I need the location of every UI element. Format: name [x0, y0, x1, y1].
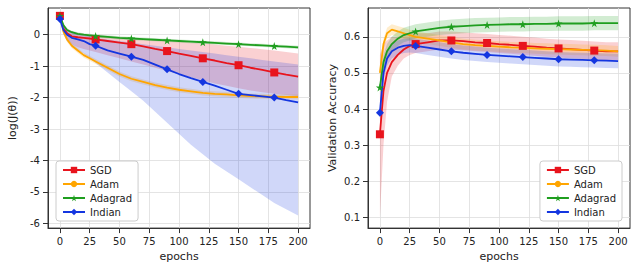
- svg-text:-4: -4: [30, 155, 40, 166]
- svg-text:-6: -6: [30, 218, 40, 229]
- svg-text:175: 175: [579, 236, 598, 247]
- svg-text:-1: -1: [30, 61, 40, 72]
- svg-text:150: 150: [549, 236, 568, 247]
- svg-text:Adam: Adam: [574, 179, 603, 190]
- svg-text:0.5: 0.5: [344, 67, 360, 78]
- svg-text:0.6: 0.6: [344, 31, 360, 42]
- svg-text:Adagrad: Adagrad: [90, 193, 132, 204]
- svg-text:Adam: Adam: [90, 179, 119, 190]
- svg-text:-5: -5: [30, 186, 40, 197]
- svg-text:Adagrad: Adagrad: [574, 193, 616, 204]
- svg-text:0.3: 0.3: [344, 140, 360, 151]
- svg-text:Indian: Indian: [90, 207, 121, 218]
- svg-text:Validation Accuracy: Validation Accuracy: [326, 64, 339, 173]
- svg-text:25: 25: [403, 236, 416, 247]
- svg-text:200: 200: [289, 236, 308, 247]
- svg-text:SGD: SGD: [90, 165, 112, 176]
- svg-text:150: 150: [229, 236, 248, 247]
- svg-text:125: 125: [199, 236, 218, 247]
- svg-text:Indian: Indian: [574, 207, 605, 218]
- svg-text:0: 0: [377, 236, 383, 247]
- svg-text:0.4: 0.4: [344, 104, 360, 115]
- svg-text:25: 25: [83, 236, 96, 247]
- svg-text:-2: -2: [30, 92, 40, 103]
- svg-text:-3: -3: [30, 124, 40, 135]
- svg-text:epochs: epochs: [159, 250, 198, 263]
- svg-text:SGD: SGD: [574, 165, 596, 176]
- svg-text:0.1: 0.1: [344, 212, 360, 223]
- svg-text:0: 0: [57, 236, 63, 247]
- svg-text:epochs: epochs: [479, 250, 518, 263]
- svg-text:0: 0: [34, 29, 40, 40]
- svg-text:50: 50: [113, 236, 126, 247]
- svg-text:log(J(θ)): log(J(θ)): [6, 96, 19, 140]
- svg-text:125: 125: [519, 236, 538, 247]
- svg-text:75: 75: [143, 236, 156, 247]
- svg-text:50: 50: [433, 236, 446, 247]
- svg-text:0.2: 0.2: [344, 176, 360, 187]
- svg-text:100: 100: [489, 236, 508, 247]
- svg-text:175: 175: [259, 236, 278, 247]
- svg-text:75: 75: [463, 236, 476, 247]
- svg-text:100: 100: [169, 236, 188, 247]
- svg-text:200: 200: [609, 236, 628, 247]
